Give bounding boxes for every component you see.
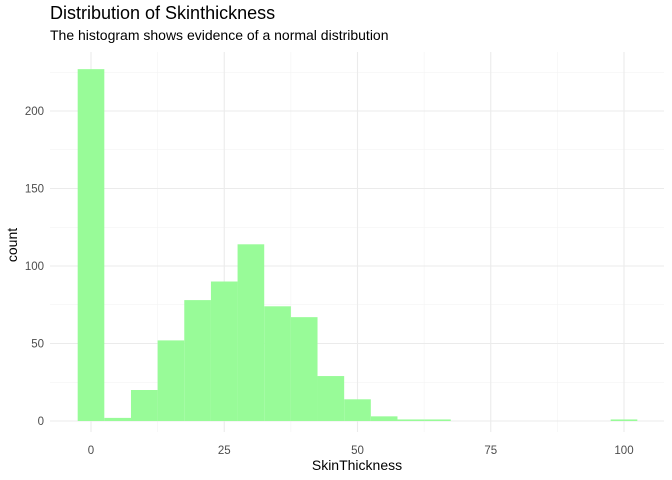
y-tick-label: 0	[38, 416, 44, 428]
y-axis-title: count	[4, 228, 20, 262]
histogram-bar	[210, 281, 238, 421]
y-tick-label: 150	[25, 184, 44, 196]
y-tick-label: 50	[31, 339, 44, 351]
histogram-bar	[130, 390, 158, 421]
bar-layer	[77, 69, 638, 422]
histogram-bar	[104, 417, 131, 421]
tick-layer: 0 25 50 75 100 0 50 100 150 200	[25, 106, 634, 457]
chart-subtitle: The histogram shows evidence of a normal…	[50, 27, 389, 43]
y-tick-label: 200	[25, 106, 44, 118]
histogram-bar	[184, 300, 211, 421]
chart-title: Distribution of Skinthickness	[50, 3, 276, 23]
histogram-bar	[157, 340, 185, 421]
x-tick-label: 50	[351, 445, 364, 457]
histogram-bar	[290, 317, 318, 421]
histogram-bar	[370, 416, 398, 421]
y-tick-label: 100	[25, 261, 44, 273]
histogram-bar	[77, 69, 105, 422]
x-tick-label: 25	[218, 445, 231, 457]
histogram-bar	[397, 419, 425, 421]
histogram-bar	[317, 376, 345, 421]
histogram-bar	[610, 419, 638, 421]
x-tick-label: 75	[484, 445, 497, 457]
grid-layer	[50, 52, 664, 432]
histogram-bar	[264, 306, 291, 421]
histogram-bar	[237, 244, 265, 421]
x-tick-label: 0	[88, 445, 94, 457]
x-axis-title: SkinThickness	[312, 457, 402, 473]
histogram-bar	[424, 419, 451, 421]
histogram-bar	[344, 399, 371, 421]
x-tick-label: 100	[614, 445, 633, 457]
